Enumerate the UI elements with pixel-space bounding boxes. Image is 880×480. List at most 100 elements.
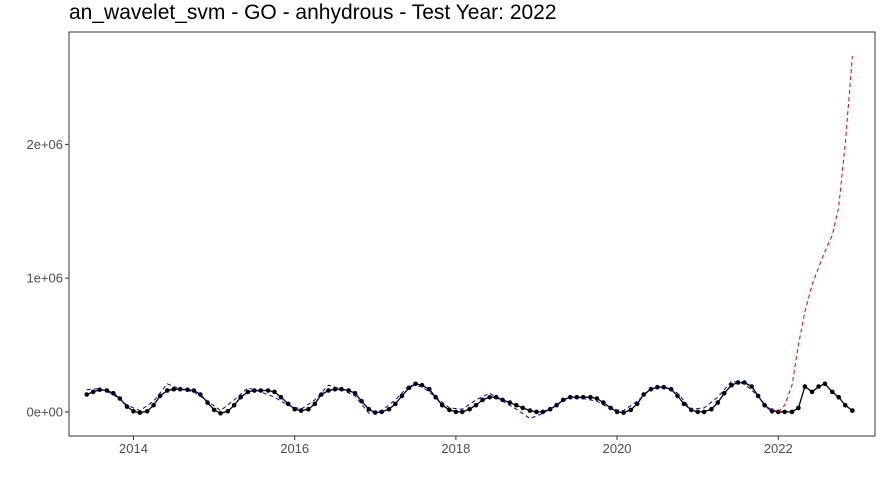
actual-data-point bbox=[151, 402, 156, 408]
actual-data-point bbox=[238, 394, 243, 400]
actual-data-point bbox=[628, 407, 634, 413]
actual-data-point bbox=[84, 392, 89, 397]
actual-data-point bbox=[124, 404, 130, 409]
actual-data-point bbox=[842, 402, 848, 408]
actual-data-point bbox=[850, 408, 855, 413]
actual-data-point bbox=[507, 400, 513, 405]
actual-data-point bbox=[836, 394, 841, 400]
actual-data-point bbox=[453, 409, 459, 415]
actual-data-point bbox=[520, 405, 526, 411]
axis-layer: 2014 2016 2018 2020 2022 0e+00 1e+06 2e+06 bbox=[26, 137, 792, 456]
actual-data-point bbox=[406, 385, 412, 391]
actual-data-point bbox=[104, 388, 110, 393]
actual-data-point bbox=[722, 390, 727, 396]
actual-data-point bbox=[701, 409, 707, 415]
actual-data-point bbox=[534, 409, 539, 415]
actual-data-point bbox=[574, 394, 580, 400]
actual-data-point bbox=[427, 386, 432, 392]
actual-data-point bbox=[393, 401, 398, 407]
actual-data-point bbox=[298, 408, 304, 413]
actual-data-point bbox=[830, 389, 835, 395]
actual-data-point bbox=[144, 409, 150, 414]
actual-data-point bbox=[258, 388, 264, 393]
actual-data-point bbox=[265, 388, 271, 393]
actual-data-point bbox=[661, 384, 667, 390]
actual-data-point bbox=[735, 380, 741, 385]
actual-data-point bbox=[225, 409, 231, 414]
y-tick-label: 1e+06 bbox=[26, 271, 63, 286]
actual-data-point bbox=[165, 388, 170, 393]
actual-data-point bbox=[447, 407, 452, 413]
actual-data-point bbox=[373, 410, 378, 415]
actual-data-point bbox=[413, 381, 418, 387]
actual-data-point bbox=[386, 406, 392, 412]
actual-data-point bbox=[131, 409, 136, 414]
actual-data-point bbox=[796, 405, 801, 411]
actual-data-point bbox=[540, 409, 546, 415]
actual-data-point bbox=[709, 406, 714, 412]
actual-data-point bbox=[601, 400, 606, 405]
actual-data-point bbox=[218, 411, 223, 416]
actual-data-point bbox=[822, 381, 828, 387]
x-tick-label: 2018 bbox=[441, 441, 470, 456]
forecast-series-line bbox=[771, 56, 853, 413]
y-tick-label: 0e+00 bbox=[26, 404, 63, 419]
actual-data-point bbox=[117, 396, 123, 401]
actual-data-point bbox=[480, 397, 485, 403]
actual-data-point bbox=[97, 387, 102, 393]
actual-data-point bbox=[439, 402, 445, 408]
actual-data-point bbox=[312, 401, 318, 407]
actual-data-point bbox=[500, 397, 505, 403]
actual-data-point bbox=[588, 394, 593, 400]
actual-data-point bbox=[514, 402, 519, 408]
actual-data-point bbox=[621, 410, 626, 415]
actual-data-point bbox=[802, 384, 808, 389]
actual-data-point bbox=[655, 384, 660, 390]
actual-data-point bbox=[191, 388, 197, 393]
actual-data-point bbox=[326, 388, 331, 393]
actual-data-point bbox=[245, 389, 251, 395]
y-tick-label: 2e+06 bbox=[26, 137, 63, 152]
x-tick-label: 2016 bbox=[280, 441, 309, 456]
actual-data-point bbox=[90, 389, 96, 395]
actual-data-point bbox=[198, 392, 203, 397]
actual-data-point bbox=[399, 393, 405, 399]
actual-data-point bbox=[171, 386, 177, 392]
actual-data-point bbox=[641, 392, 646, 397]
x-tick-label: 2020 bbox=[603, 441, 632, 456]
chart-title: an_wavelet_svm - GO - anhydrous - Test Y… bbox=[69, 1, 557, 24]
actual-data-point bbox=[527, 408, 533, 413]
actual-data-point bbox=[319, 392, 324, 397]
actual-data-point bbox=[306, 406, 311, 412]
actual-data-point bbox=[789, 409, 795, 415]
actual-data-point bbox=[278, 394, 284, 400]
x-tick-label: 2014 bbox=[119, 441, 148, 456]
actual-data-point bbox=[634, 401, 640, 407]
actual-data-point bbox=[352, 390, 358, 396]
x-tick-label: 2022 bbox=[764, 441, 793, 456]
actual-data-point bbox=[816, 384, 821, 389]
actual-data-point bbox=[231, 402, 237, 408]
actual-data-point bbox=[211, 407, 217, 413]
actual-data-point bbox=[762, 402, 767, 408]
actual-data-point bbox=[366, 406, 372, 412]
actual-data-point bbox=[467, 406, 472, 412]
actual-data-point bbox=[715, 400, 721, 405]
actual-data-point bbox=[272, 389, 277, 395]
fitted-series-line bbox=[86, 380, 779, 420]
actual-data-point bbox=[729, 382, 734, 388]
actual-data-point bbox=[460, 409, 465, 415]
series-layer bbox=[84, 56, 855, 420]
actual-data-point bbox=[782, 409, 787, 415]
plot-panel bbox=[68, 31, 876, 437]
actual-data-point bbox=[111, 390, 116, 396]
actual-data-point bbox=[614, 409, 620, 415]
actual-data-point bbox=[675, 393, 680, 399]
actual-data-point bbox=[137, 410, 143, 415]
actual-data-point bbox=[594, 396, 600, 401]
actual-data-point bbox=[473, 402, 479, 408]
actual-data-point bbox=[487, 394, 493, 400]
actual-data-point bbox=[688, 407, 694, 413]
actual-data-point bbox=[346, 388, 352, 393]
